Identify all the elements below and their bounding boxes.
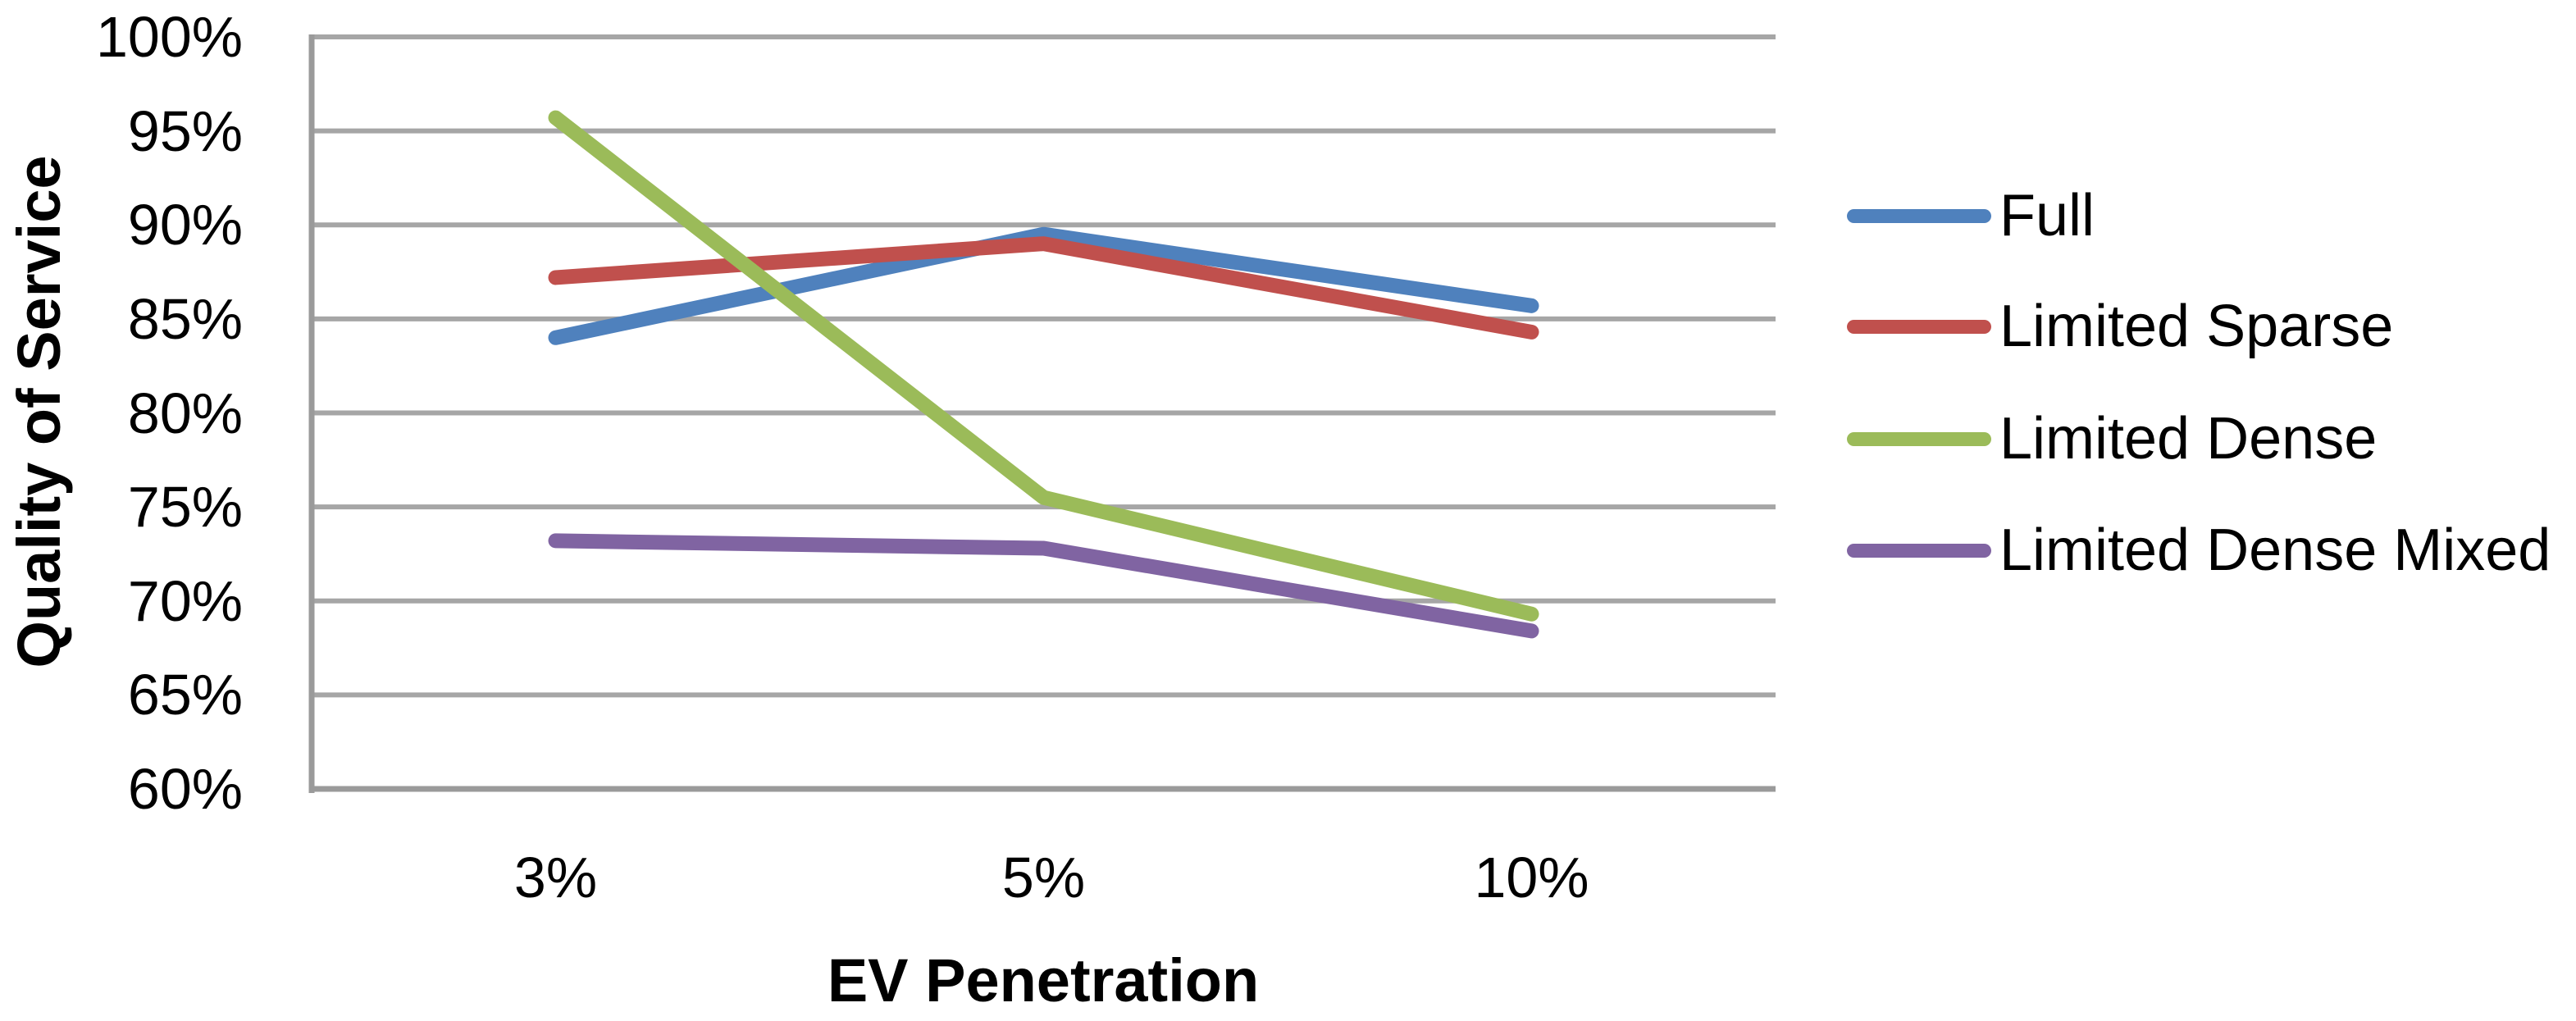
x-tick-label: 5% xyxy=(1001,846,1086,909)
legend-label: Limited Dense xyxy=(1999,406,2378,472)
y-tick-label: 90% xyxy=(127,193,243,258)
y-tick-label: 95% xyxy=(127,98,243,163)
legend-item-limited-sparse: Limited Sparse xyxy=(1847,295,2393,358)
y-tick-label: 60% xyxy=(127,757,243,821)
y-tick-label: 75% xyxy=(127,475,243,540)
series-line-full xyxy=(548,226,1539,345)
legend-swatch-icon xyxy=(1847,319,1991,334)
y-tick-label: 100% xyxy=(95,5,243,69)
series-line-limited-sparse xyxy=(548,236,1539,340)
y-tick-label: 85% xyxy=(127,286,243,351)
x-axis-title: EV Penetration xyxy=(827,946,1260,1014)
series-line-limited-dense xyxy=(548,110,1539,622)
legend-label: Limited Sparse xyxy=(1999,294,2394,359)
legend-swatch-icon xyxy=(1847,431,1991,446)
legend-item-limited-dense-mixed: Limited Dense Mixed xyxy=(1847,519,2551,581)
series-line-limited-dense-mixed xyxy=(548,533,1539,639)
x-tick-label: 10% xyxy=(1474,846,1589,909)
y-tick-label: 70% xyxy=(127,568,243,633)
y-tick-label: 65% xyxy=(127,663,243,727)
legend-item-full: Full xyxy=(1847,185,2095,247)
legend-item-limited-dense: Limited Dense xyxy=(1847,408,2377,470)
legend-label: Limited Dense Mixed xyxy=(1999,517,2551,583)
legend-swatch-icon xyxy=(1847,208,1991,223)
legend-label: Full xyxy=(1999,183,2095,248)
x-tick-label: 3% xyxy=(513,846,598,909)
y-tick-label: 80% xyxy=(127,381,243,445)
legend-swatch-icon xyxy=(1847,543,1991,558)
